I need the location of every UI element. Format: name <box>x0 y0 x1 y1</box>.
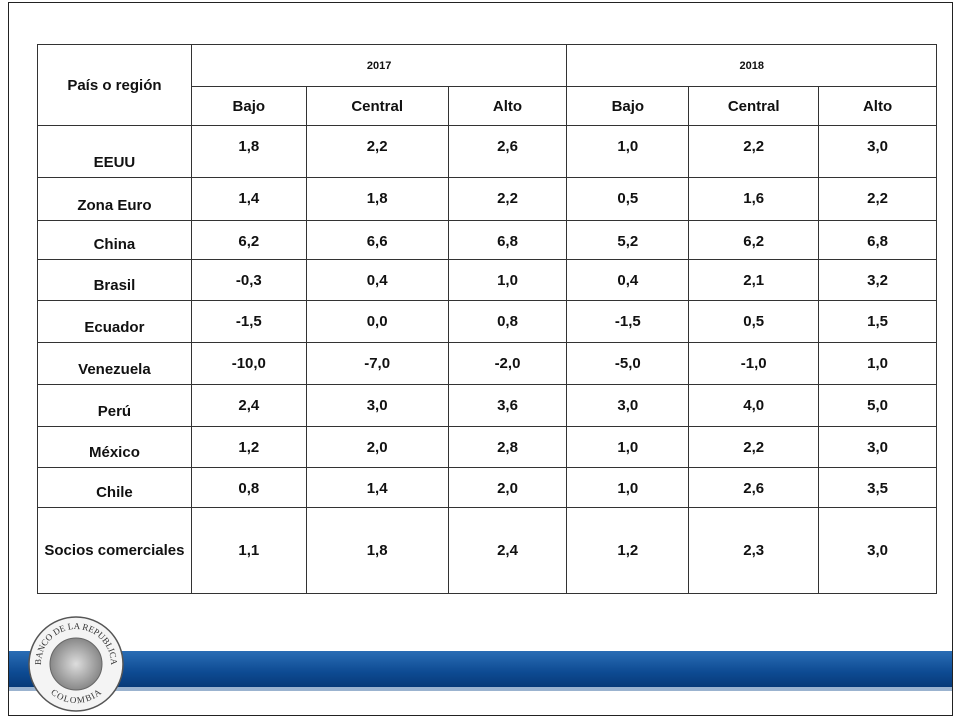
value-cell: 1,2 <box>566 507 690 594</box>
subheader-cell: Central <box>688 86 820 126</box>
row-label: México <box>37 426 192 468</box>
value-cell: -5,0 <box>566 342 690 385</box>
row-label: EEUU <box>37 125 192 178</box>
row-label: Perú <box>37 384 192 427</box>
value-cell: 2,2 <box>818 177 937 221</box>
value-cell: 1,0 <box>566 467 690 508</box>
row-label: Venezuela <box>37 342 192 385</box>
value-cell: 3,0 <box>818 426 937 468</box>
value-cell: -2,0 <box>447 342 568 385</box>
value-cell: 1,4 <box>305 467 449 508</box>
value-cell: -7,0 <box>305 342 449 385</box>
value-cell: 3,0 <box>305 384 449 427</box>
value-cell: 1,8 <box>305 507 449 594</box>
logo-center <box>49 637 103 691</box>
value-cell: 2,0 <box>305 426 449 468</box>
subheader-cell: Alto <box>818 86 937 126</box>
row-label: Chile <box>37 467 192 508</box>
value-cell: 1,8 <box>305 177 449 221</box>
row-label: Zona Euro <box>37 177 192 221</box>
footer-bar <box>9 651 952 687</box>
value-cell: 1,1 <box>190 507 307 594</box>
value-cell: 1,8 <box>190 125 307 178</box>
table-row: Socios comerciales 1,1 1,8 2,4 1,2 2,3 3,0 <box>37 507 937 594</box>
value-cell: -1,0 <box>688 342 820 385</box>
header-cell: País o región <box>37 44 192 126</box>
table-row: China 6,2 6,6 6,8 5,2 6,2 6,8 <box>37 220 937 260</box>
value-cell: 4,0 <box>688 384 820 427</box>
value-cell: 2,1 <box>688 259 820 301</box>
value-cell: 2,8 <box>447 426 568 468</box>
value-cell: 0,4 <box>305 259 449 301</box>
value-cell: 2,0 <box>447 467 568 508</box>
value-cell: 2,2 <box>688 426 820 468</box>
value-cell: 0,8 <box>447 300 568 343</box>
row-label: Socios comerciales <box>37 507 192 594</box>
value-cell: 6,8 <box>447 220 568 260</box>
value-cell: 1,0 <box>566 426 690 468</box>
value-cell: 6,2 <box>688 220 820 260</box>
value-cell: 5,2 <box>566 220 690 260</box>
subheader-cell: Bajo <box>566 86 690 126</box>
table-row: Zona Euro 1,4 1,8 2,2 0,5 1,6 2,2 <box>37 177 937 221</box>
row-label: Brasil <box>37 259 192 301</box>
value-cell: 0,4 <box>566 259 690 301</box>
table-row: Perú 2,4 3,0 3,6 3,0 4,0 5,0 <box>37 384 937 427</box>
value-cell: 0,8 <box>190 467 307 508</box>
table-row: Chile 0,8 1,4 2,0 1,0 2,6 3,5 <box>37 467 937 508</box>
table-row: Brasil -0,3 0,4 1,0 0,4 2,1 3,2 <box>37 259 937 301</box>
value-cell: 1,2 <box>190 426 307 468</box>
value-cell: 1,5 <box>818 300 937 343</box>
value-cell: 6,8 <box>818 220 937 260</box>
year-header: 2018 <box>566 44 937 87</box>
value-cell: 3,5 <box>818 467 937 508</box>
value-cell: -1,5 <box>190 300 307 343</box>
value-cell: 1,4 <box>190 177 307 221</box>
value-cell: 2,4 <box>447 507 568 594</box>
value-cell: 2,2 <box>447 177 568 221</box>
subheader-cell: Bajo <box>190 86 307 126</box>
value-cell: 6,6 <box>305 220 449 260</box>
value-cell: 2,6 <box>447 125 568 178</box>
value-cell: 2,3 <box>688 507 820 594</box>
value-cell: 2,2 <box>688 125 820 178</box>
table-row: Venezuela -10,0 -7,0 -2,0 -5,0 -1,0 1,0 <box>37 342 937 385</box>
value-cell: 5,0 <box>818 384 937 427</box>
value-cell: 1,0 <box>447 259 568 301</box>
table-row: Ecuador -1,5 0,0 0,8 -1,5 0,5 1,5 <box>37 300 937 343</box>
slide: País o región 2017 2018 Bajo Central Alto B… <box>8 2 953 716</box>
forecast-table: País o región 2017 2018 Bajo Central Alto B… <box>37 44 937 594</box>
row-label: China <box>37 220 192 260</box>
value-cell: 2,4 <box>190 384 307 427</box>
value-cell: -1,5 <box>566 300 690 343</box>
value-cell: 2,2 <box>305 125 449 178</box>
logo: BANCO DE LA REPUBLICA COLOMBIA <box>28 616 124 712</box>
value-cell: 2,6 <box>688 467 820 508</box>
subheader-cell: Central <box>305 86 449 126</box>
value-cell: 1,6 <box>688 177 820 221</box>
value-cell: -10,0 <box>190 342 307 385</box>
value-cell: 0,5 <box>688 300 820 343</box>
subheader-cell: Alto <box>447 86 568 126</box>
table-row: EEUU 1,8 2,2 2,6 1,0 2,2 3,0 <box>37 125 937 178</box>
value-cell: 3,0 <box>566 384 690 427</box>
value-cell: 3,0 <box>818 507 937 594</box>
row-label: Ecuador <box>37 300 192 343</box>
table-row: México 1,2 2,0 2,8 1,0 2,2 3,0 <box>37 426 937 468</box>
value-cell: 0,5 <box>566 177 690 221</box>
value-cell: 3,6 <box>447 384 568 427</box>
value-cell: 1,0 <box>818 342 937 385</box>
value-cell: 3,0 <box>818 125 937 178</box>
value-cell: 6,2 <box>190 220 307 260</box>
year-header: 2017 <box>190 44 568 87</box>
value-cell: -0,3 <box>190 259 307 301</box>
value-cell: 1,0 <box>566 125 690 178</box>
value-cell: 3,2 <box>818 259 937 301</box>
footer-stripe <box>9 687 952 691</box>
value-cell: 0,0 <box>305 300 449 343</box>
